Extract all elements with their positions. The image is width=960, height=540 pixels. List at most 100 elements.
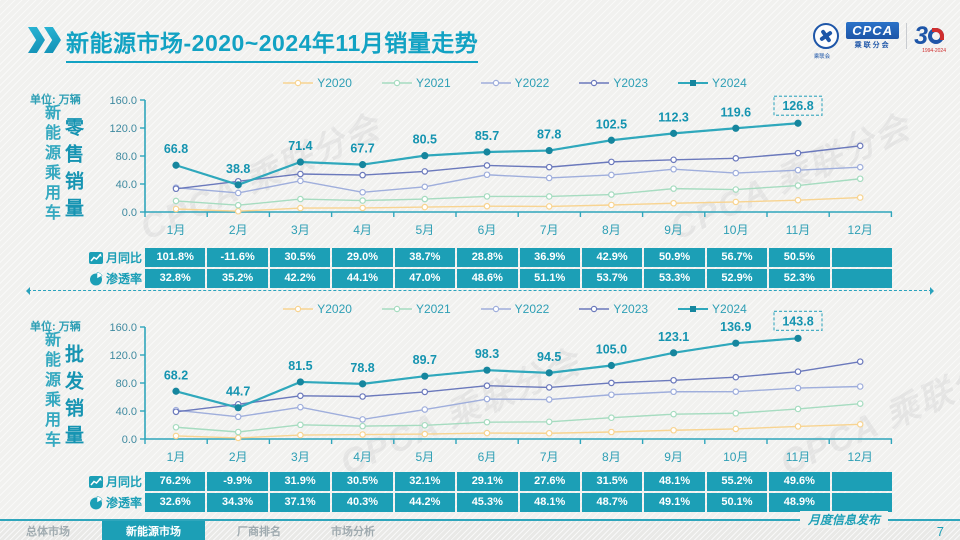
footer-tab-0[interactable]: 总体市场 (26, 525, 70, 538)
anniversary-30-logo: 3 1994-2024 (914, 24, 946, 55)
table-cell: 50.1% (706, 493, 768, 512)
data-point-Y2023 (172, 185, 180, 193)
data-point-Y2023 (794, 368, 802, 375)
data-point-Y2021 (483, 418, 491, 426)
table-cell: 52.9% (706, 269, 768, 288)
data-point-Y2024 (670, 349, 678, 357)
data-point-Y2024 (296, 378, 304, 386)
legend-marker-icon (381, 305, 412, 313)
data-point-Y2020 (670, 426, 677, 434)
table-cell: 48.1% (644, 472, 705, 491)
y-axis-tick-label: 0.0 (122, 434, 137, 446)
data-point-Y2021 (608, 414, 615, 422)
footer-tab-strip: 总体市场 新能源市场 厂商排名 市场分析 (0, 521, 960, 540)
legend-item-Y2020: Y2020 (283, 76, 352, 90)
data-point-Y2020 (856, 194, 864, 201)
footer-tab-3[interactable]: 市场分析 (331, 525, 375, 538)
legend-marker-icon (579, 305, 610, 313)
data-point-Y2023 (608, 379, 615, 387)
pie-chart-icon (89, 271, 103, 285)
legend-marker-icon (678, 306, 709, 312)
legend-item-Y2021: Y2021 (381, 76, 451, 90)
table-cell: 49.1% (644, 493, 705, 512)
chevron-icon (44, 27, 61, 53)
y-axis-tick-label: 120.0 (109, 350, 137, 362)
data-label: 66.8 (164, 142, 188, 156)
data-point-Y2020 (483, 429, 491, 437)
data-point-Y2021 (359, 422, 366, 430)
data-point-Y2021 (794, 182, 802, 189)
y-axis-tick-label: 120.0 (109, 123, 137, 135)
anniversary-years: 1994-2024 (922, 48, 946, 54)
data-point-Y2020 (483, 202, 491, 210)
table-cell: 32.6% (145, 493, 206, 512)
data-point-Y2022 (234, 413, 242, 421)
legend-item-Y2023: Y2023 (579, 76, 648, 90)
data-point-Y2024 (483, 366, 491, 374)
retail-sales-line-chart: 0.0 40.0 80.0 120.0 160.0 1月 2月 3月 4月 5月 6月 7月 8月 9月 1… (109, 95, 893, 237)
x-axis-month-label: 8月 (602, 450, 621, 464)
row-label-penetration: 渗透率 (70, 269, 142, 288)
table-cell: 30.5% (332, 472, 393, 491)
legend-item-Y2020: Y2020 (283, 302, 352, 316)
table-row: 32.6% 34.3% 37.1% 40.3% 44.2% 45.3% 48.1% 48.7%… (145, 493, 892, 512)
data-point-Y2024 (234, 404, 242, 412)
data-point-Y2022 (794, 166, 802, 174)
data-point-Y2024 (794, 119, 802, 127)
table-cell: 44.2% (394, 493, 456, 512)
legend-marker-icon (283, 305, 314, 313)
table-row: 32.8% 35.2% 42.2% 44.1% 47.0% 48.6% 51.1% 53.7%… (145, 269, 892, 288)
data-point-Y2021 (421, 421, 429, 429)
data-point-Y2022 (545, 174, 553, 182)
table-row: 101.8% -11.6% 30.5% 29.0% 38.7% 28.8% 36.9% 42.… (145, 248, 892, 267)
data-label: 143.8 (782, 314, 813, 328)
data-point-Y2020 (608, 201, 615, 209)
footer-tab-2[interactable]: 厂商排名 (237, 525, 281, 538)
page-number: 7 (936, 524, 944, 539)
table-cell: 32.8% (145, 269, 206, 288)
data-point-Y2024 (359, 161, 367, 169)
data-point-Y2021 (732, 186, 740, 193)
data-point-Y2020 (732, 198, 740, 206)
legend-label: Y2022 (514, 76, 550, 90)
data-point-Y2022 (234, 189, 242, 197)
line-chart-icon (88, 251, 103, 264)
data-label: 98.3 (475, 347, 499, 361)
data-point-Y2020 (670, 199, 677, 207)
data-point-Y2020 (172, 205, 180, 213)
vehicle-type-label: 新能源乘用车 (42, 331, 59, 451)
data-point-Y2022 (670, 165, 677, 173)
data-label: 136.9 (720, 320, 751, 334)
x-axis-month-label: 5月 (415, 450, 434, 464)
data-label: 87.8 (537, 128, 561, 142)
data-point-Y2021 (297, 195, 304, 203)
data-point-Y2023 (172, 408, 180, 416)
legend-marker-icon (381, 79, 412, 87)
data-point-Y2024 (732, 124, 740, 132)
legend-label: Y2020 (317, 76, 352, 90)
table-cell: 47.0% (394, 269, 456, 288)
series-line-Y2022 (175, 385, 861, 421)
chevron-icon (28, 27, 45, 53)
data-point-Y2024 (421, 372, 429, 380)
cpca-acronym: CPCA (846, 22, 900, 39)
data-point-Y2021 (172, 423, 180, 431)
x-axis-month-label: 6月 (478, 450, 497, 464)
table-cell: 34.3% (207, 493, 268, 512)
x-axis-month-label: 3月 (291, 450, 310, 464)
data-point-Y2020 (234, 207, 242, 215)
legend-label: Y2021 (415, 302, 451, 316)
x-axis-month-label: 11月 (786, 450, 810, 464)
row-label-text: 渗透率 (105, 496, 142, 510)
cpca-logo: CPCA 乘联分会 (846, 22, 900, 50)
data-point-Y2022 (545, 396, 553, 403)
unit-label: 单位: 万辆 (30, 321, 81, 333)
chart-legend: Y2020 Y2021 Y2022 Y2023 Y2024 (100, 76, 930, 90)
legend-marker-icon (480, 79, 511, 87)
footer-tab-1[interactable]: 新能源市场 (102, 521, 205, 540)
data-point-Y2022 (794, 384, 802, 392)
data-point-Y2021 (297, 421, 304, 429)
y-axis-tick-label: 160.0 (109, 322, 137, 334)
data-point-Y2022 (856, 383, 864, 390)
x-axis-month-label: 6月 (478, 223, 497, 237)
